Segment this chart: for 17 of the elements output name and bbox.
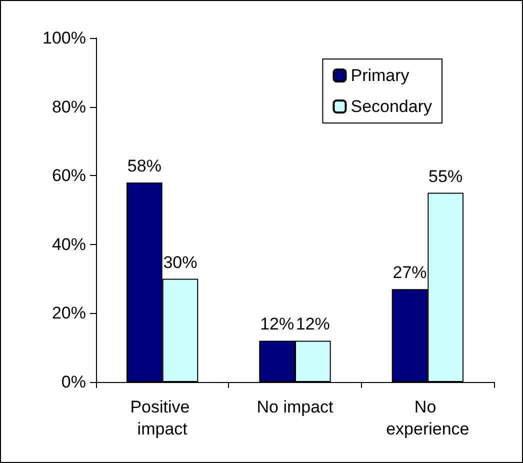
legend-label: Primary bbox=[350, 66, 410, 85]
x-tick-label: No experience bbox=[386, 398, 470, 438]
data-label: 58% bbox=[127, 156, 162, 176]
x-tick-label: Positive impact bbox=[130, 398, 194, 438]
data-label: 30% bbox=[163, 252, 198, 272]
legend-label: Secondary bbox=[350, 97, 432, 116]
data-label: 55% bbox=[428, 166, 463, 186]
x-tick-label: No impact bbox=[256, 398, 334, 416]
data-label: 12% bbox=[260, 314, 294, 334]
y-tick-label: 80% bbox=[52, 97, 86, 116]
y-tick-label: 0% bbox=[61, 372, 86, 392]
data-label: 12% bbox=[296, 314, 330, 334]
y-tick-label: 40% bbox=[52, 234, 86, 254]
y-tick-label: 20% bbox=[52, 304, 86, 323]
data-label: 27% bbox=[392, 263, 427, 282]
y-tick-label: 100% bbox=[42, 28, 86, 48]
y-tick-label: 60% bbox=[52, 166, 86, 186]
